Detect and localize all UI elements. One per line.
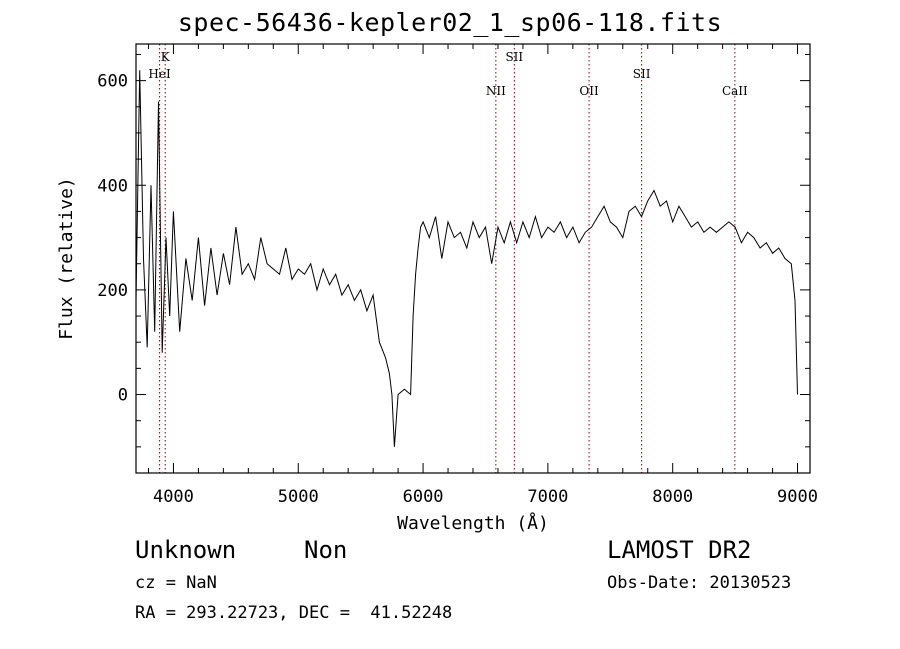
x-tick-label: 8000 [652, 487, 693, 507]
line-label: OII [579, 84, 599, 98]
y-tick-label: 600 [97, 72, 128, 92]
x-tick-label: 9000 [777, 487, 818, 507]
x-tick-label: 5000 [278, 487, 319, 507]
emission-line-markers [159, 44, 736, 473]
x-tick-label: 6000 [403, 487, 444, 507]
y-tick-label: 0 [118, 386, 128, 406]
chart-title: spec-56436-kepler02_1_sp06-118.fits [177, 8, 723, 37]
line-label: SII [505, 50, 523, 64]
line-labels: K HeI NII SII OII SII CaII [148, 50, 748, 98]
x-tick-label: 7000 [527, 487, 568, 507]
spectrum-line [135, 70, 798, 447]
axis-ticks [136, 44, 810, 473]
x-axis-label: Wavelength (Å) [397, 512, 549, 534]
line-label: SII [633, 67, 651, 81]
plot-frame [135, 43, 811, 474]
y-tick-label: 200 [97, 281, 128, 301]
object-subclass: Non [304, 536, 348, 564]
x-tick-label: 4000 [153, 487, 194, 507]
tick-labels: 4000 5000 6000 7000 8000 9000 0 200 400 600 [97, 72, 818, 507]
line-label: K [161, 50, 171, 64]
survey-name: LAMOST DR2 [607, 536, 752, 564]
line-label: NII [486, 84, 506, 98]
y-axis-label: Flux (relative) [56, 177, 77, 340]
observation-date: Obs-Date: 20130523 [607, 573, 792, 593]
line-label: CaII [722, 84, 748, 98]
object-class: Unknown [135, 536, 237, 564]
coordinates: RA = 293.22723, DEC = 41.52248 [135, 603, 453, 623]
spectrum-series [135, 70, 798, 447]
redshift-value: cz = NaN [135, 573, 217, 593]
y-tick-label: 400 [97, 176, 128, 196]
line-label: HeI [148, 67, 171, 81]
